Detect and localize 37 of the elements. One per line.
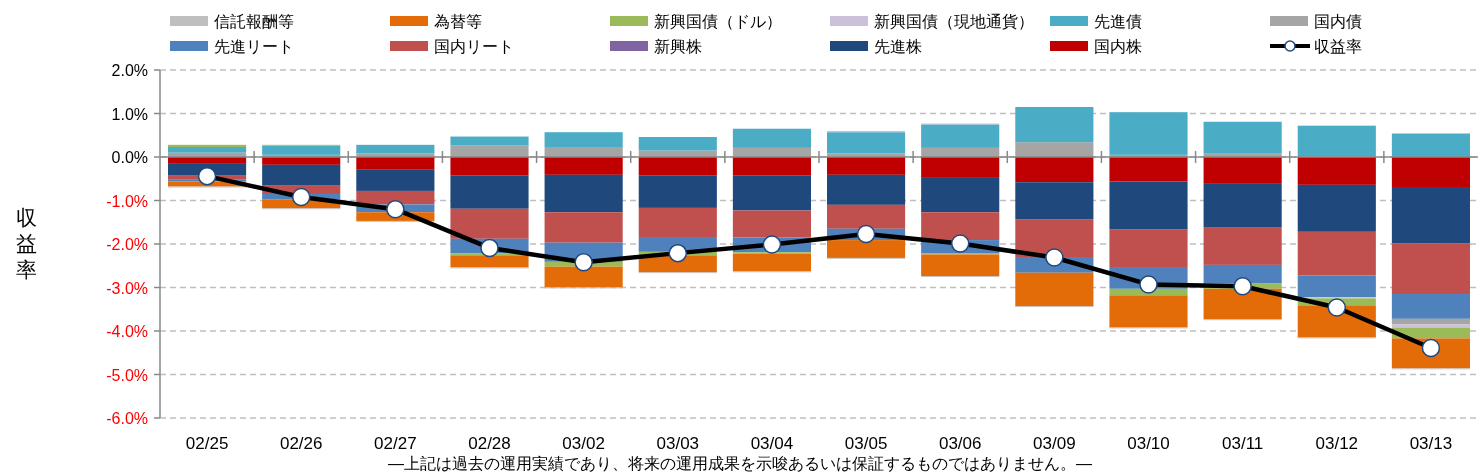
x-tick-label: 02/25	[185, 434, 229, 453]
y-axis-title: 収益率	[15, 206, 37, 281]
x-tick-label: 02/26	[279, 434, 323, 453]
x-tick-label: 03/05	[844, 434, 888, 453]
y-tick-label: -4.0%	[106, 323, 148, 340]
x-tick-label: 03/03	[656, 434, 700, 453]
legend-label: 新興国債（ドル）	[654, 13, 782, 30]
y-tick-label: -6.0%	[106, 410, 148, 427]
legend-label: 為替等	[434, 13, 482, 30]
legend-label: 先進リート	[214, 38, 294, 55]
x-tick-label: 03/13	[1409, 434, 1453, 453]
legend-label: 新興国債（現地通貨）	[874, 13, 1034, 30]
x-tick-label: 03/11	[1222, 434, 1264, 453]
text: ―上記は過去の運用実績であり、将来の運用成果を示唆あるいは保証するものではありません。―	[388, 455, 1092, 472]
y-tick-label: 0.0%	[111, 149, 148, 166]
legend-label: 先進株	[874, 38, 922, 55]
y-tick-label: -2.0%	[106, 236, 148, 253]
x-tick-label: 03/06	[938, 434, 982, 453]
legend-label: 国内債	[1314, 13, 1362, 30]
legend-label: 国内株	[1094, 38, 1142, 55]
x-tick-label: 03/02	[562, 434, 605, 453]
x-tick-label: 03/04	[750, 434, 794, 453]
x-tick-label: 03/12	[1315, 434, 1359, 453]
legend-label: 国内リート	[434, 38, 514, 55]
y-tick-label: -5.0%	[106, 366, 148, 384]
legend-label: 信託報酬等	[214, 13, 294, 30]
y-tick-label: -3.0%	[106, 279, 148, 297]
x-tick-label: 02/28	[468, 434, 511, 453]
legend-label: 新興株	[654, 38, 702, 55]
x-tick-label: 03/09	[1033, 434, 1076, 453]
x-tick-label: 02/27	[374, 434, 417, 453]
y-tick-label: 1.0%	[111, 105, 148, 123]
y-tick-label: 2.0%	[111, 62, 148, 79]
y-tick-label: -1.0%	[106, 192, 148, 210]
legend-label: 収益率	[1314, 38, 1362, 55]
x-tick-label: 03/10	[1127, 434, 1170, 453]
legend-label: 先進債	[1094, 13, 1142, 30]
